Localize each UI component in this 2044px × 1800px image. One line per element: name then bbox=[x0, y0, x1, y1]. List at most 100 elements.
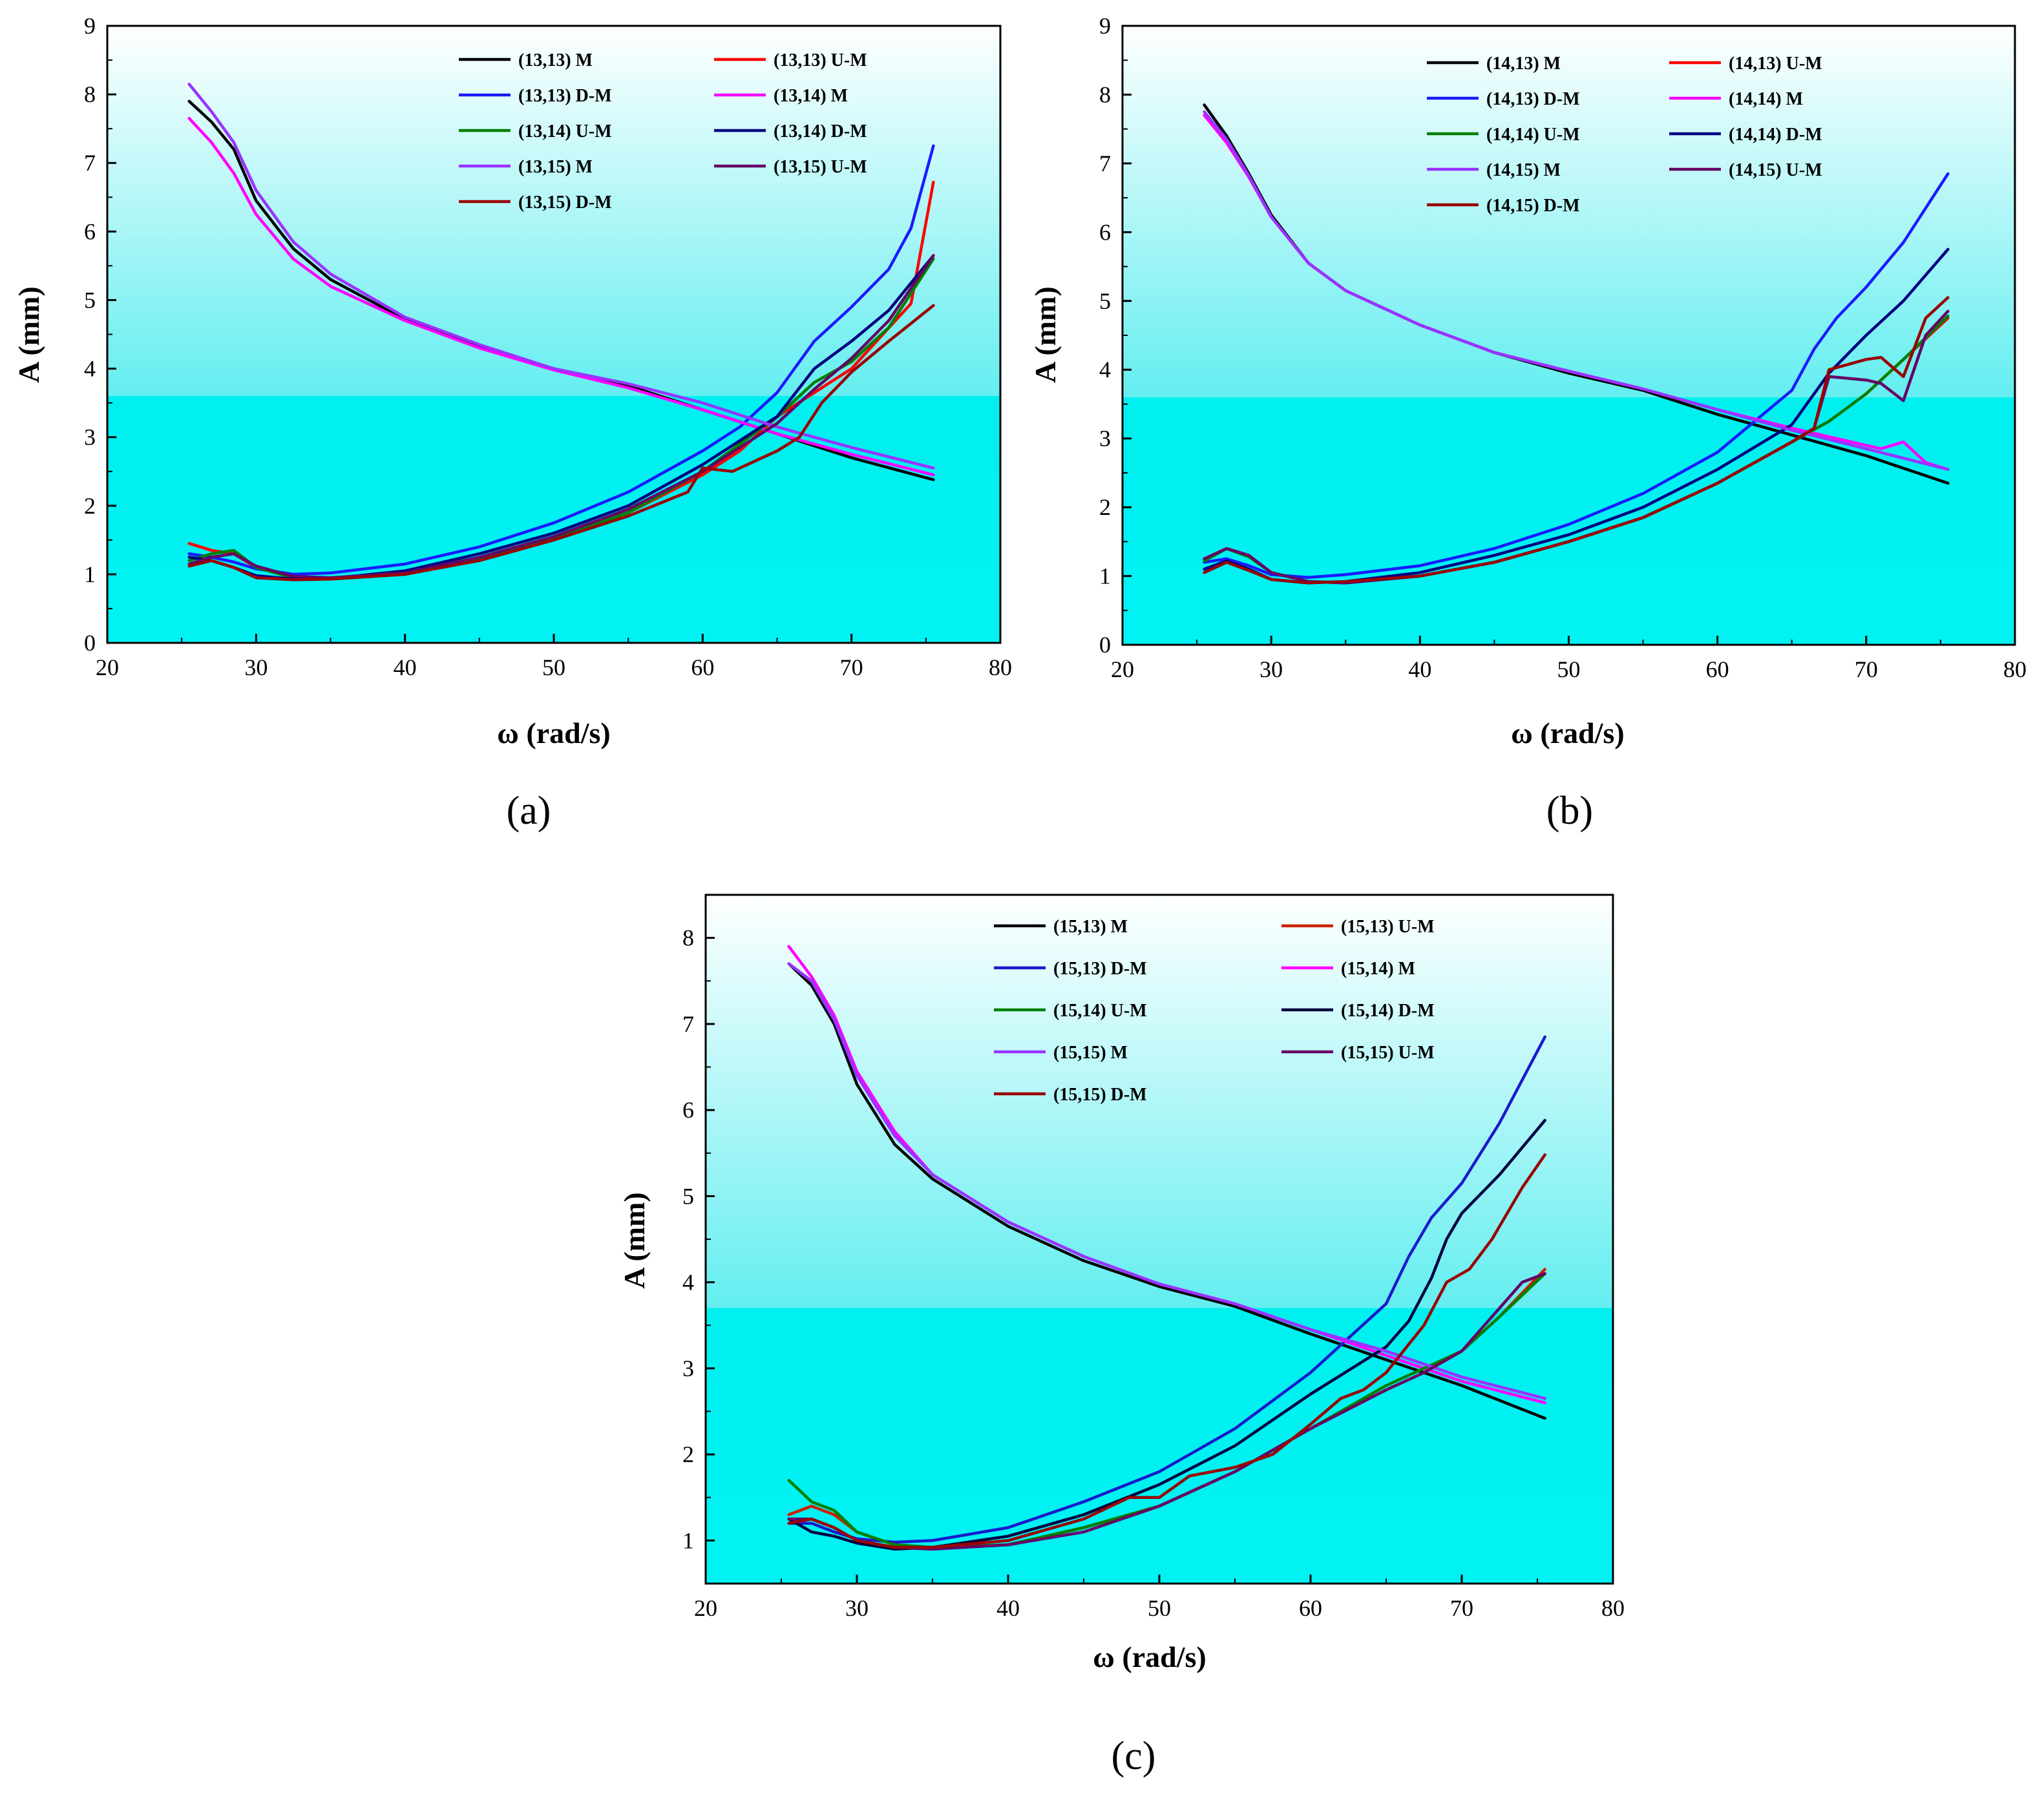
y-tick-label: 0 bbox=[1099, 632, 1111, 658]
x-tick-label: 50 bbox=[1148, 1595, 1171, 1621]
panel-label: (b) bbox=[1546, 789, 1593, 833]
x-tick-label: 70 bbox=[1450, 1595, 1473, 1621]
legend-label: (13,14) U-M bbox=[518, 121, 612, 141]
y-tick-label: 8 bbox=[84, 81, 96, 107]
y-axis-title: A (mm) bbox=[618, 1192, 651, 1288]
y-tick-label: 5 bbox=[1099, 288, 1111, 314]
series-line-15-15-d-m bbox=[787, 1153, 1546, 1549]
x-tick-label: 60 bbox=[1706, 656, 1729, 682]
legend-label: (15,14) M bbox=[1341, 959, 1415, 979]
y-tick-label: 4 bbox=[1099, 357, 1111, 382]
series-group bbox=[1203, 103, 1950, 585]
series-line-13-15-m bbox=[187, 82, 935, 470]
series-line-15-14-d-m bbox=[787, 1118, 1546, 1551]
legend-label: (13,15) D-M bbox=[518, 193, 612, 213]
y-tick-label: 5 bbox=[84, 287, 96, 313]
y-tick-label: 6 bbox=[1099, 219, 1111, 245]
series-line-13-13-d-m bbox=[187, 144, 935, 576]
x-axis-title: ω (rad/s) bbox=[1511, 717, 1624, 749]
series-line-13-15-d-m bbox=[187, 304, 935, 581]
y-tick-label: 1 bbox=[1099, 563, 1111, 589]
legend-label: (15,15) D-M bbox=[1053, 1085, 1147, 1105]
series-line-13-15-u-m bbox=[187, 254, 935, 580]
x-tick-label: 60 bbox=[1299, 1595, 1322, 1621]
series-line-14-15-d-m bbox=[1203, 296, 1950, 585]
legend-label: (13,14) M bbox=[774, 86, 848, 106]
y-tick-label: 1 bbox=[682, 1527, 694, 1553]
legend-label: (15,13) U-M bbox=[1341, 917, 1435, 937]
panel-label: (a) bbox=[507, 789, 551, 833]
series-line-15-15-m bbox=[787, 962, 1546, 1400]
legend-label: (13,13) D-M bbox=[518, 86, 612, 106]
chart-panel-c: 20 30 40 50 60 70 80 1 2 3 4 5 6 7 8 ω (rad/s) A (mm) (15… bbox=[618, 894, 1625, 1778]
x-tick-label: 50 bbox=[542, 654, 565, 680]
y-axis-title: A (mm) bbox=[12, 286, 45, 382]
y-tick-label: 9 bbox=[84, 13, 96, 39]
legend-label: (15,15) U-M bbox=[1341, 1043, 1435, 1063]
y-tick-label: 3 bbox=[84, 424, 96, 450]
x-tick-label: 70 bbox=[1855, 656, 1878, 682]
legend-label: (15,13) D-M bbox=[1053, 959, 1147, 979]
legend-label: (15,14) D-M bbox=[1341, 1001, 1435, 1021]
plot-background bbox=[107, 26, 1000, 643]
y-tick-label: 2 bbox=[1099, 494, 1111, 520]
y-tick-label: 6 bbox=[84, 218, 96, 244]
chart-panel-b: 20 30 40 50 60 70 80 0 1 2 3 4 5 6 7 8 9 ω (rad/s) A (mm) (… bbox=[1029, 13, 2027, 833]
x-tick-label: 70 bbox=[840, 654, 863, 680]
y-axis-title: A (mm) bbox=[1029, 286, 1062, 382]
y-tick-label: 3 bbox=[1099, 426, 1111, 452]
legend-label: (14,13) M bbox=[1486, 54, 1561, 74]
series-line-15-14-u-m bbox=[787, 1272, 1546, 1549]
y-tick-label: 2 bbox=[682, 1441, 694, 1467]
y-tick-label: 3 bbox=[682, 1355, 694, 1381]
legend-label: (14,14) U-M bbox=[1486, 125, 1580, 145]
series-group bbox=[187, 82, 935, 581]
x-tick-label: 40 bbox=[1408, 656, 1431, 682]
x-tick-label: 80 bbox=[2003, 656, 2027, 682]
legend-label: (15,15) M bbox=[1053, 1043, 1128, 1063]
x-tick-label: 30 bbox=[845, 1595, 869, 1621]
legend-label: (14,15) U-M bbox=[1729, 160, 1822, 180]
y-tick-label: 4 bbox=[84, 356, 96, 382]
y-tick-label: 7 bbox=[84, 150, 96, 176]
y-tick-label: 8 bbox=[1099, 81, 1111, 107]
y-tick-label: 1 bbox=[84, 561, 96, 587]
legend-label: (14,13) U-M bbox=[1729, 54, 1822, 74]
legend: (14,13) M (14,13) U-M (14,13) D-M (14,14) M… bbox=[1427, 54, 1822, 216]
chart-panel-a: 20 30 40 50 60 70 80 0 1 2 3 4 5 6 7 8 9 ω (rad/s) A (mm) (… bbox=[12, 13, 1012, 833]
legend: (15,13) M (15,13) U-M (15,13) D-M (15,14) M… bbox=[994, 917, 1435, 1105]
y-tick-label: 7 bbox=[1099, 151, 1111, 176]
x-tick-label: 30 bbox=[1259, 656, 1283, 682]
legend-label: (13,13) U-M bbox=[774, 50, 867, 70]
x-tick-label: 20 bbox=[96, 654, 119, 680]
x-axis-title: ω (rad/s) bbox=[1093, 1640, 1206, 1673]
plot-background bbox=[1122, 26, 2015, 645]
y-tick-label: 6 bbox=[682, 1097, 694, 1123]
plot-background bbox=[706, 895, 1613, 1584]
x-tick-label: 80 bbox=[989, 654, 1012, 680]
x-tick-label: 20 bbox=[1111, 656, 1134, 682]
legend-label: (14,14) D-M bbox=[1729, 125, 1822, 145]
legend-label: (14,13) D-M bbox=[1486, 89, 1580, 109]
y-tick-label: 8 bbox=[682, 925, 694, 951]
x-tick-label: 50 bbox=[1557, 656, 1581, 682]
series-line-14-13-d-m bbox=[1203, 172, 1950, 579]
legend-label: (15,13) M bbox=[1053, 917, 1128, 937]
x-tick-label: 80 bbox=[1601, 1595, 1625, 1621]
legend-label: (14,15) D-M bbox=[1486, 196, 1580, 216]
y-tick-label: 5 bbox=[682, 1183, 694, 1209]
y-tick-label: 2 bbox=[84, 493, 96, 519]
legend-label: (15,14) U-M bbox=[1053, 1001, 1147, 1021]
series-line-14-15-m bbox=[1203, 110, 1950, 471]
panel-label: (c) bbox=[1112, 1734, 1156, 1778]
y-tick-label: 7 bbox=[682, 1011, 694, 1037]
legend-label: (13,14) D-M bbox=[774, 121, 867, 141]
legend-label: (13,15) U-M bbox=[774, 157, 867, 177]
x-axis-title: ω (rad/s) bbox=[497, 717, 610, 749]
legend: (13,13) M (13,13) U-M (13,13) D-M (13,14) M… bbox=[459, 50, 867, 213]
x-tick-label: 20 bbox=[694, 1595, 717, 1621]
legend-label: (14,15) M bbox=[1486, 160, 1561, 180]
x-tick-label: 30 bbox=[244, 654, 268, 680]
series-group bbox=[787, 945, 1546, 1551]
